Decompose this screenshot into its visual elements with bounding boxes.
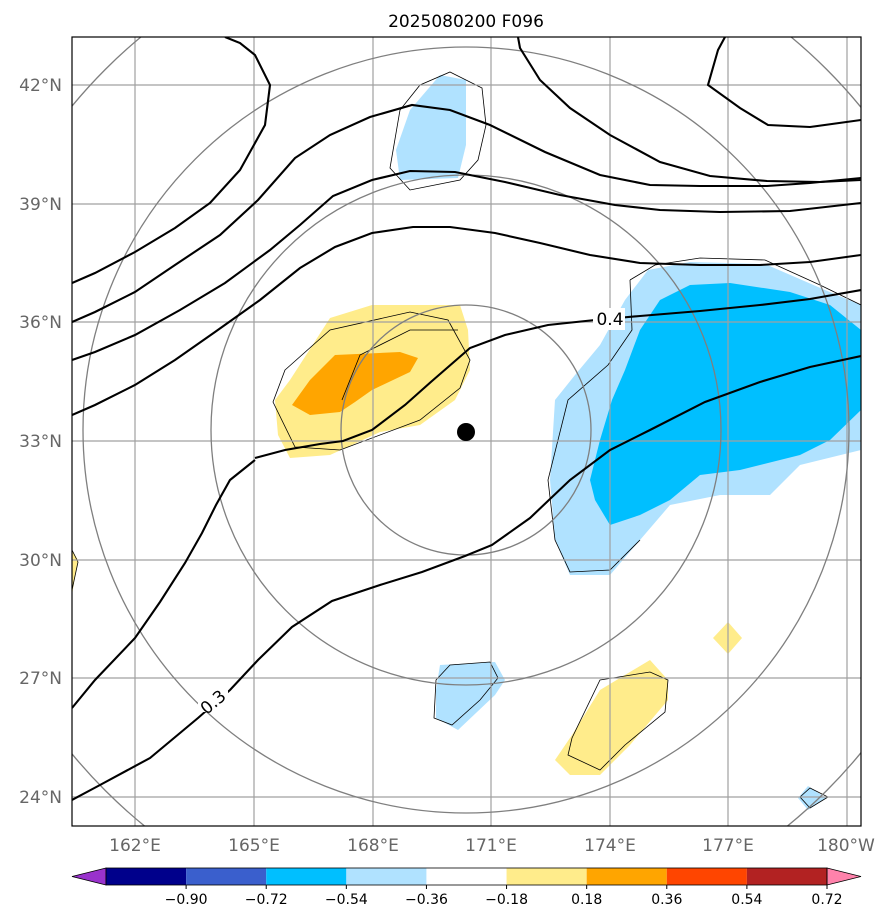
colorbar-tick-label: −0.90	[165, 892, 208, 908]
colorbar-tick-label: 0.72	[811, 892, 842, 908]
lat-label-39n: 39°N	[19, 195, 62, 215]
contour-line-0.3	[72, 354, 861, 801]
lon-label-174e: 174°E	[584, 836, 636, 856]
contour-line	[72, 459, 256, 709]
latitude-labels: 42°N 39°N 36°N 33°N 30°N 27°N 24°N	[19, 76, 62, 808]
colorbar-tick-label: −0.72	[245, 892, 288, 908]
contour-line-0.4	[254, 288, 861, 460]
contour-line	[72, 169, 861, 361]
colorbar-tick-label: −0.54	[325, 892, 368, 908]
colorbar-segment	[506, 868, 587, 885]
bold-contours	[72, 37, 861, 801]
colorbar-segment	[586, 868, 667, 885]
colorbar-extend-low	[71, 867, 107, 886]
lat-label-30n: 30°N	[19, 551, 62, 571]
orange-region-center	[292, 352, 418, 415]
lat-label-33n: 33°N	[19, 432, 62, 452]
colorbar-segment	[106, 868, 187, 885]
contour-line	[72, 225, 861, 416]
contour-line	[72, 103, 861, 323]
colorbar: −0.90 −0.72 −0.54 −0.36 −0.18 0.18 0.36 0.54 0.7…	[71, 867, 892, 908]
colorbar-segment	[186, 868, 267, 885]
colorbar-extend-high	[826, 867, 862, 886]
light-blue-region-north	[396, 75, 466, 180]
colorbar-tick-label: −0.36	[405, 892, 448, 908]
colorbar-segment	[666, 868, 747, 885]
contour-line	[72, 37, 272, 284]
lat-label-36n: 36°N	[19, 313, 62, 333]
lon-label-165e: 165°E	[228, 836, 280, 856]
colorbar-tick-label: 0.54	[731, 892, 762, 908]
shaded-anomaly-fields	[72, 75, 861, 810]
contour-line	[706, 37, 861, 129]
colorbar-tick-label: 0.36	[651, 892, 682, 908]
contour-line	[516, 37, 861, 184]
lat-label-42n: 42°N	[19, 76, 62, 96]
colorbar-segment	[266, 868, 347, 885]
light-blue-region-south	[436, 662, 505, 730]
colorbar-segment	[426, 868, 507, 885]
storm-center-marker	[457, 423, 475, 441]
lon-label-180w: 180°W	[817, 836, 875, 856]
lon-label-162e: 162°E	[109, 836, 161, 856]
lat-label-24n: 24°N	[19, 788, 62, 808]
colorbar-tick-label: 0.18	[571, 892, 602, 908]
graticule-gridlines	[72, 37, 861, 826]
lon-label-177e: 177°E	[702, 836, 754, 856]
colorbar-segment	[346, 868, 427, 885]
colorbar-segment	[746, 868, 827, 885]
colorbar-tick-label: −0.18	[485, 892, 528, 908]
lon-label-171e: 171°E	[465, 836, 517, 856]
lon-label-168e: 168°E	[347, 836, 399, 856]
lat-label-27n: 27°N	[19, 669, 62, 689]
deep-blue-region-east	[590, 283, 861, 525]
contour-label-0.4: 0.4	[596, 310, 623, 330]
figure-title: 2025080200 F096	[388, 12, 544, 32]
thin-outline-contours	[72, 71, 861, 809]
longitude-labels: 162°E 165°E 168°E 171°E 174°E 177°E 180°…	[109, 836, 875, 856]
yellow-region-south	[555, 660, 668, 775]
map-frame	[71, 36, 862, 827]
